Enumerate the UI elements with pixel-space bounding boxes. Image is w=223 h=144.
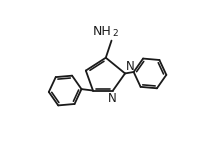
Text: N: N — [108, 92, 117, 105]
Text: NH: NH — [93, 25, 112, 38]
Text: N: N — [126, 60, 134, 73]
Text: 2: 2 — [112, 29, 118, 38]
